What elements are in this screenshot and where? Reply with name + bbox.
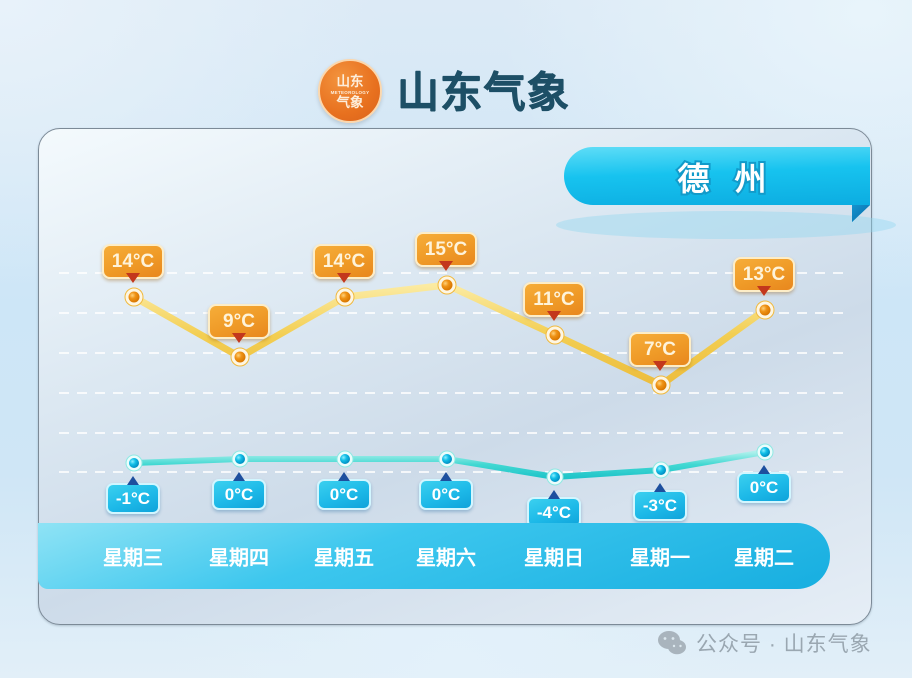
svg-text:德 州: 德 州 [678, 161, 775, 197]
